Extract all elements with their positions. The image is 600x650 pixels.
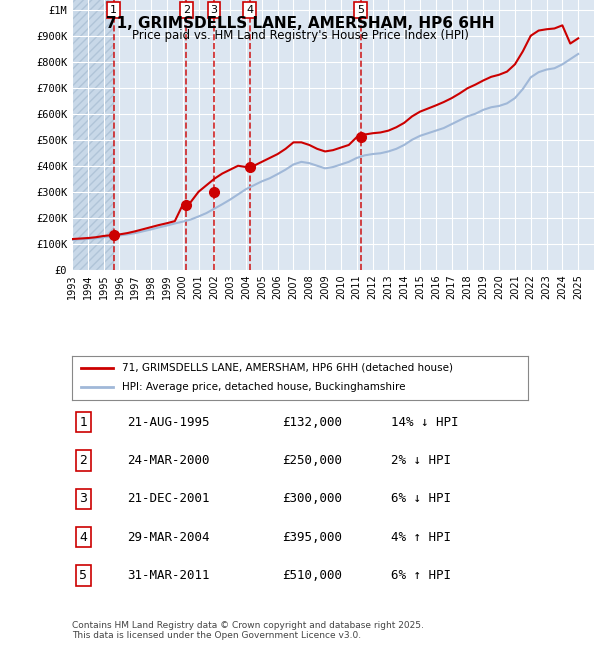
Text: 4: 4 <box>246 5 253 15</box>
Text: 21-AUG-1995: 21-AUG-1995 <box>127 416 209 429</box>
Text: £510,000: £510,000 <box>282 569 342 582</box>
Text: 31-MAR-2011: 31-MAR-2011 <box>127 569 209 582</box>
Text: 24-MAR-2000: 24-MAR-2000 <box>127 454 209 467</box>
Text: 6% ↑ HPI: 6% ↑ HPI <box>391 569 451 582</box>
Bar <box>72 0 114 270</box>
Text: 2% ↓ HPI: 2% ↓ HPI <box>391 454 451 467</box>
Text: 29-MAR-2004: 29-MAR-2004 <box>127 530 209 543</box>
Text: HPI: Average price, detached house, Buckinghamshire: HPI: Average price, detached house, Buck… <box>122 382 406 393</box>
Text: 1: 1 <box>79 416 88 429</box>
Text: 71, GRIMSDELLS LANE, AMERSHAM, HP6 6HH (detached house): 71, GRIMSDELLS LANE, AMERSHAM, HP6 6HH (… <box>122 363 453 373</box>
Text: £395,000: £395,000 <box>282 530 342 543</box>
Text: 3: 3 <box>211 5 217 15</box>
Text: Price paid vs. HM Land Registry's House Price Index (HPI): Price paid vs. HM Land Registry's House … <box>131 29 469 42</box>
Text: 2: 2 <box>79 454 88 467</box>
Text: 71, GRIMSDELLS LANE, AMERSHAM, HP6 6HH: 71, GRIMSDELLS LANE, AMERSHAM, HP6 6HH <box>106 16 494 31</box>
Text: 5: 5 <box>79 569 88 582</box>
Text: £250,000: £250,000 <box>282 454 342 467</box>
Text: 2: 2 <box>183 5 190 15</box>
Text: Contains HM Land Registry data © Crown copyright and database right 2025.
This d: Contains HM Land Registry data © Crown c… <box>72 621 424 640</box>
Text: 4% ↑ HPI: 4% ↑ HPI <box>391 530 451 543</box>
Text: 6% ↓ HPI: 6% ↓ HPI <box>391 493 451 506</box>
Text: 21-DEC-2001: 21-DEC-2001 <box>127 493 209 506</box>
Text: 1: 1 <box>110 5 117 15</box>
Text: 4: 4 <box>79 530 88 543</box>
Text: £300,000: £300,000 <box>282 493 342 506</box>
Text: £132,000: £132,000 <box>282 416 342 429</box>
Text: 3: 3 <box>79 493 88 506</box>
Text: 14% ↓ HPI: 14% ↓ HPI <box>391 416 459 429</box>
Text: 5: 5 <box>357 5 364 15</box>
